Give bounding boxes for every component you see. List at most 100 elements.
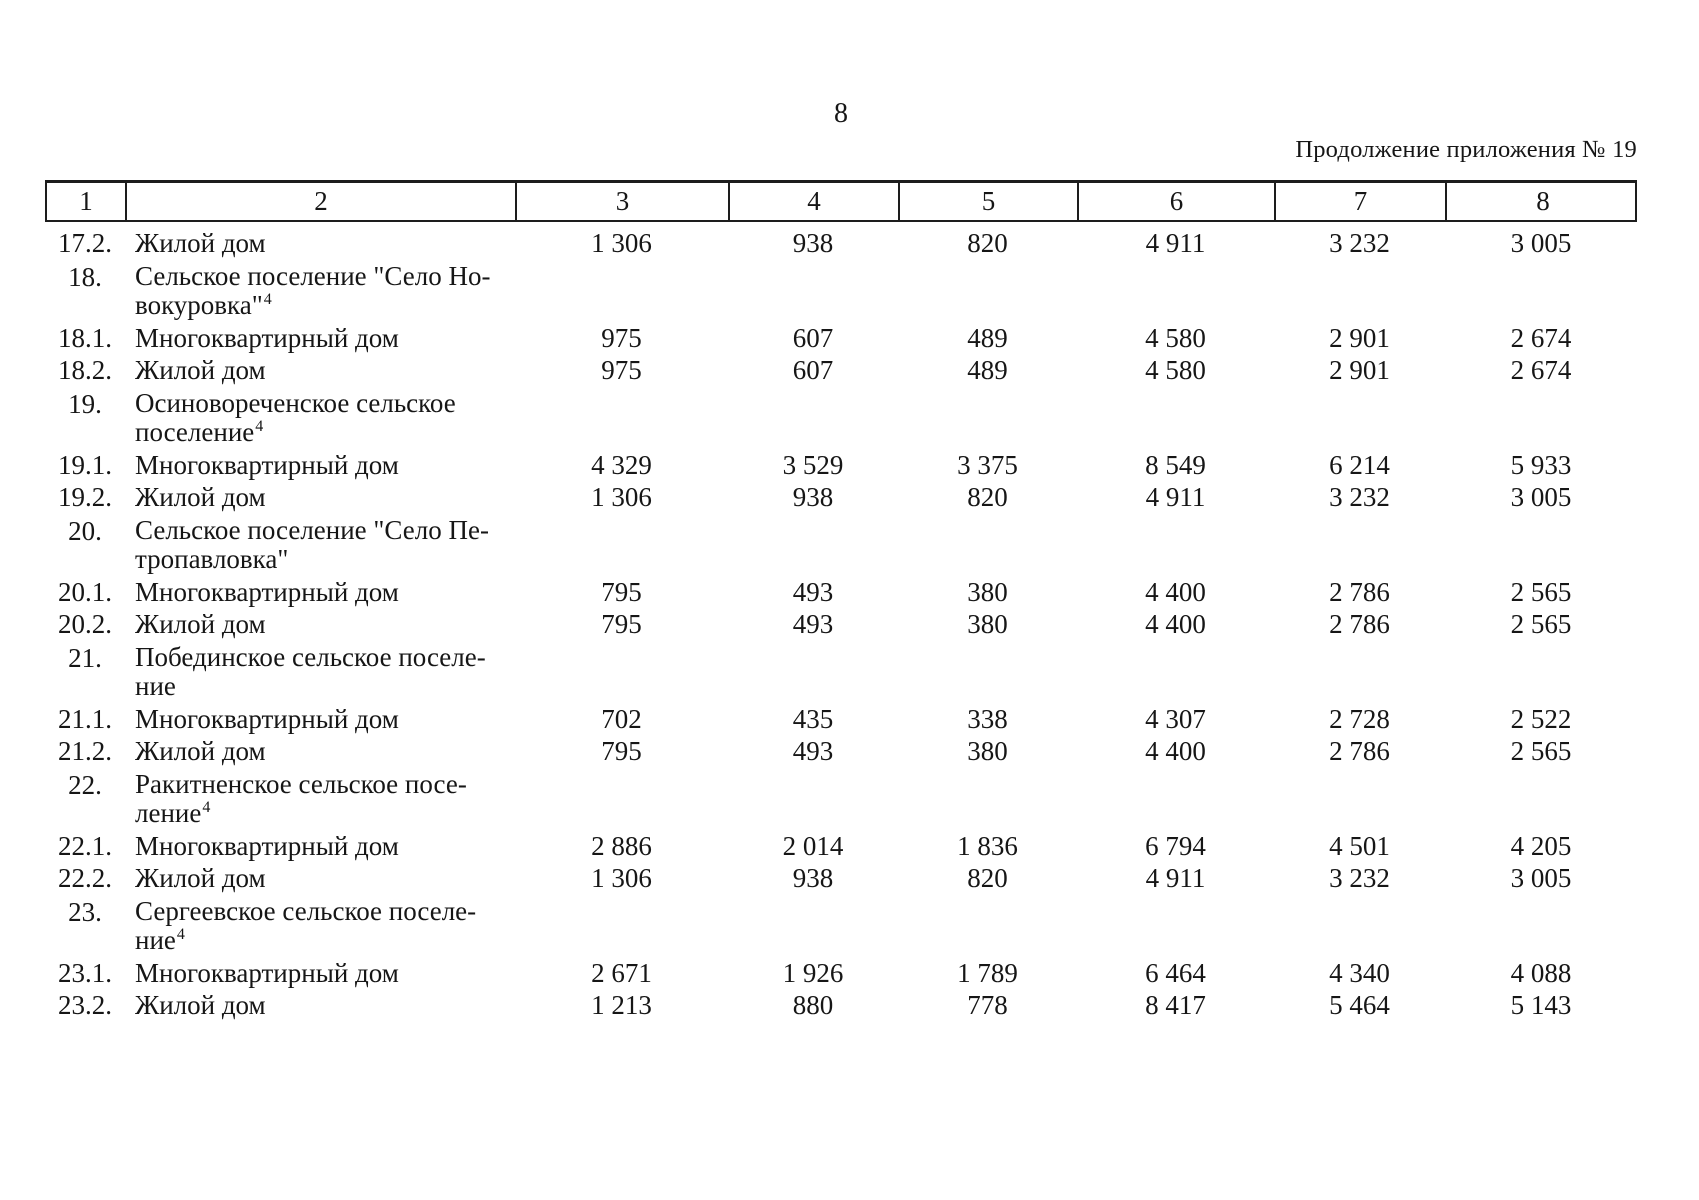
row-name: Жилой дом [125, 735, 515, 767]
row-name-line: Жилой дом [135, 355, 266, 385]
row-number: 20. [68, 516, 102, 546]
row-number: 22.1. [58, 831, 112, 861]
row-name-line: ление4 [135, 798, 211, 828]
row-name-line: Сельское поселение "Село Пе- [135, 515, 489, 545]
row-number: 20.2. [58, 609, 112, 639]
cell-value: 2 786 [1329, 736, 1390, 766]
cell-value: 795 [601, 577, 642, 607]
cell-value [515, 262, 728, 320]
cell-value [1077, 262, 1274, 320]
header-cell-8: 8 [1536, 186, 1550, 216]
cell-value: 4 580 [1145, 323, 1206, 353]
row-name: Сельское поселение "Село Но-вокуровка"4 [125, 262, 515, 320]
table-row: 18. Сельское поселение "Село Но-вокуровка… [45, 262, 1637, 322]
cell-value [1445, 770, 1637, 828]
cell-value: 3 232 [1329, 482, 1390, 512]
cell-value [1077, 897, 1274, 955]
cell-value [1445, 516, 1637, 574]
cell-value: 795 [601, 609, 642, 639]
cell-value [1274, 516, 1445, 574]
footnote-marker: 4 [202, 799, 211, 816]
cell-value: 1 306 [591, 228, 652, 258]
cell-value: 6 794 [1145, 831, 1206, 861]
cell-value [1274, 389, 1445, 447]
cell-value: 880 [792, 990, 834, 1020]
cell-value: 4 307 [1145, 704, 1206, 734]
row-name: Жилой дом [125, 989, 515, 1021]
cell-value [1274, 897, 1445, 955]
table-row: 19.2. Жилой дом 1 306 938 820 4 911 3 232 3 005 [45, 481, 1637, 513]
cell-value [1077, 389, 1274, 447]
row-name: Сергеевское сельское поселе-ние4 [125, 897, 515, 955]
table-row: 19. Осиновореченское сельское поселение4 [45, 389, 1637, 449]
cell-value [1274, 643, 1445, 701]
table-row: 17.2. Жилой дом 1 306 938 820 4 911 3 232 3 005 [45, 227, 1637, 259]
row-name-line: Многоквартирный дом [135, 577, 399, 607]
header-cell-7: 7 [1276, 183, 1447, 220]
cell-value: 820 [967, 863, 1008, 893]
row-number: 21. [68, 643, 102, 673]
cell-value: 3 005 [1510, 482, 1572, 512]
cell-value: 2 901 [1329, 355, 1390, 385]
cell-value: 338 [967, 704, 1008, 734]
table-row: 21.1. Многоквартирный дом 702 435 338 4 307 2 … [45, 703, 1637, 735]
cell-value: 3 005 [1510, 228, 1572, 258]
row-name-line: Многоквартирный дом [135, 704, 399, 734]
cell-value: 2 565 [1510, 609, 1572, 639]
cell-value: 489 [967, 355, 1008, 385]
row-name-line: тропавловка" [135, 544, 289, 574]
row-number: 22. [68, 770, 102, 800]
row-name-line: ние4 [135, 925, 185, 955]
table-row: 23.1. Многоквартирный дом 2 671 1 926 1 789 6… [45, 957, 1637, 989]
row-number: 20.1. [58, 577, 112, 607]
row-name: Многоквартирный дом [125, 703, 515, 735]
cell-value: 489 [967, 323, 1008, 353]
row-name: Жилой дом [125, 354, 515, 386]
cell-value: 4 580 [1145, 355, 1206, 385]
row-number: 23.1. [58, 958, 112, 988]
row-name-line: Жилой дом [135, 609, 266, 639]
cell-value [898, 516, 1077, 574]
cell-value: 8 417 [1145, 990, 1206, 1020]
cell-value: 1 789 [957, 958, 1018, 988]
table-row: 20.2. Жилой дом 795 493 380 4 400 2 786 2 565 [45, 608, 1637, 640]
cell-value [515, 389, 728, 447]
cell-value: 1 306 [591, 863, 652, 893]
row-name: Многоквартирный дом [125, 576, 515, 608]
cell-value: 1 306 [591, 482, 652, 512]
cell-value: 2 886 [591, 831, 652, 861]
cell-value: 6 464 [1145, 958, 1206, 988]
row-number: 18.1. [58, 323, 112, 353]
page-number: 8 [834, 98, 848, 129]
appendix-table: 1 2 3 4 5 6 7 8 17.2. Жилой дом 1 306 938 82… [45, 180, 1637, 1021]
row-name: Побединское сельское поселе-ние [125, 643, 515, 701]
table-row: 19.1. Многоквартирный дом 4 329 3 529 3 375 8… [45, 449, 1637, 481]
cell-value [898, 770, 1077, 828]
cell-value [1077, 643, 1274, 701]
cell-value: 2 565 [1510, 736, 1572, 766]
table-row: 23. Сергеевское сельское поселе-ние4 [45, 897, 1637, 957]
row-number: 18.2. [58, 355, 112, 385]
cell-value [1445, 897, 1637, 955]
cell-value: 2 522 [1510, 704, 1572, 734]
header-cell-5: 5 [900, 183, 1079, 220]
cell-value: 4 400 [1145, 609, 1206, 639]
cell-value [1274, 262, 1445, 320]
row-name: Жилой дом [125, 608, 515, 640]
footnote-marker: 4 [255, 418, 264, 435]
table-row: 21. Побединское сельское поселе-ние [45, 643, 1637, 703]
table-row: 23.2. Жилой дом 1 213 880 778 8 417 5 464 5 143 [45, 989, 1637, 1021]
row-name-line: Осиновореченское сельское [135, 388, 456, 418]
cell-value: 2 728 [1329, 704, 1390, 734]
row-number: 17.2. [58, 228, 112, 258]
cell-value: 2 786 [1329, 577, 1390, 607]
cell-value [728, 643, 898, 701]
cell-value: 4 400 [1145, 577, 1206, 607]
cell-value: 5 143 [1510, 990, 1572, 1020]
row-name: Осиновореченское сельское поселение4 [125, 389, 515, 447]
row-number: 23.2. [58, 990, 112, 1020]
row-number: 19.2. [58, 482, 112, 512]
cell-value: 4 205 [1510, 831, 1572, 861]
row-number: 18. [68, 262, 102, 292]
table-row: 21.2. Жилой дом 795 493 380 4 400 2 786 2 565 [45, 735, 1637, 767]
